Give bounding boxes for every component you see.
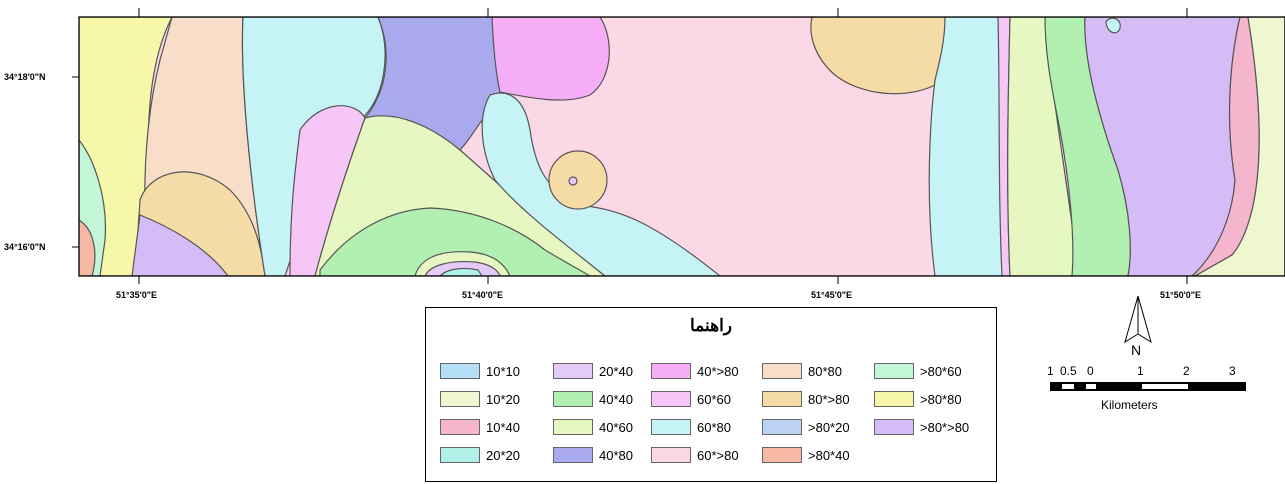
legend-label: 20*40 — [599, 363, 633, 379]
legend-swatch — [762, 363, 802, 379]
legend-item: 80*80 — [762, 360, 842, 382]
legend-swatch — [440, 447, 480, 463]
zone-60x80-cyan-right — [928, 17, 1006, 276]
legend: راهنما 10*10 10*20 10*40 20*20 20*40 40*40 40*… — [425, 307, 997, 482]
lon-label-4: 51°50'0"E — [1160, 290, 1202, 300]
legend-label: 40*>80 — [697, 363, 739, 379]
legend-swatch — [762, 391, 802, 407]
legend-swatch — [440, 363, 480, 379]
legend-item: 10*40 — [440, 416, 520, 438]
legend-swatch — [651, 447, 691, 463]
lat-label-2: 34°16'0"N — [4, 242, 46, 252]
legend-swatch — [553, 363, 593, 379]
legend-label: 10*20 — [486, 391, 520, 407]
legend-label: 40*40 — [599, 391, 633, 407]
legend-label: 40*60 — [599, 419, 633, 435]
legend-label: 40*80 — [599, 447, 633, 463]
legend-label: 60*>80 — [697, 447, 739, 463]
north-arrow-icon — [1124, 295, 1152, 344]
zone-80x80plus-tan-ring — [548, 150, 608, 210]
lat-label-1: 34°18'0"N — [4, 72, 46, 82]
legend-swatch — [874, 363, 914, 379]
legend-item: 40*60 — [553, 416, 633, 438]
legend-item: >80*60 — [874, 360, 962, 382]
legend-label: 10*10 — [486, 363, 520, 379]
legend-item: 80*>80 — [762, 388, 850, 410]
legend-swatch — [762, 447, 802, 463]
legend-item: >80*80 — [874, 388, 962, 410]
legend-label: >80*>80 — [920, 419, 970, 435]
legend-swatch — [651, 363, 691, 379]
scale-tick-4: 1 — [1137, 364, 1144, 378]
zone-60x80-cyan-center — [481, 92, 721, 276]
legend-item: 40*>80 — [651, 360, 739, 382]
legend-swatch — [553, 447, 593, 463]
legend-item: 60*80 — [651, 416, 731, 438]
legend-label: >80*20 — [808, 419, 850, 435]
lon-label-3: 51°45'0"E — [811, 290, 853, 300]
scale-tick-5: 2 — [1183, 364, 1190, 378]
scale-tick-1: 1 — [1047, 364, 1054, 378]
scale-tick-2: 0.5 — [1060, 364, 1077, 378]
zone-40x80plus-magenta — [491, 17, 610, 101]
lon-label-1: 51°35'0"E — [116, 290, 158, 300]
legend-item: 10*20 — [440, 388, 520, 410]
scale-bar — [1050, 382, 1246, 391]
legend-swatch — [440, 391, 480, 407]
zone-10x20-band-edge — [1193, 17, 1285, 276]
legend-swatch — [651, 419, 691, 435]
legend-label: >80*80 — [920, 391, 962, 407]
zone-20x20-inner — [439, 267, 483, 276]
north-label: N — [1131, 342, 1142, 358]
map-frame — [78, 16, 1285, 277]
map-canvas — [72, 8, 1285, 284]
legend-label: 60*60 — [697, 391, 731, 407]
legend-item: 60*60 — [651, 388, 731, 410]
zone-40x40-green — [319, 207, 592, 276]
legend-item: 20*40 — [553, 360, 633, 382]
scale-tick-3: 0 — [1087, 364, 1094, 378]
zone-20x40-dot — [568, 176, 578, 186]
legend-item: 20*20 — [440, 444, 520, 466]
legend-label: 10*40 — [486, 419, 520, 435]
legend-swatch — [553, 391, 593, 407]
legend-item: 10*10 — [440, 360, 520, 382]
legend-label: 80*>80 — [808, 391, 850, 407]
lon-label-2: 51°40'0"E — [462, 290, 504, 300]
legend-item: >80*40 — [762, 444, 850, 466]
legend-swatch — [874, 419, 914, 435]
legend-label: 20*20 — [486, 447, 520, 463]
legend-swatch — [651, 391, 691, 407]
legend-label: 60*80 — [697, 419, 731, 435]
legend-title: راهنما — [689, 316, 733, 335]
frame-ticks — [72, 8, 1188, 284]
legend-swatch — [440, 419, 480, 435]
legend-label: 80*80 — [808, 363, 842, 379]
legend-item: 60*>80 — [651, 444, 739, 466]
legend-label: >80*40 — [808, 447, 850, 463]
legend-item: >80*20 — [762, 416, 850, 438]
legend-item: >80*>80 — [874, 416, 969, 438]
scale-unit-label: Kilometers — [1101, 398, 1158, 412]
legend-label: >80*60 — [920, 363, 962, 379]
scale-tick-6: 3 — [1229, 364, 1236, 378]
legend-item: 40*40 — [553, 388, 633, 410]
zone-60x80-dot-right — [1105, 17, 1121, 34]
legend-swatch — [553, 419, 593, 435]
legend-swatch — [874, 391, 914, 407]
legend-swatch — [762, 419, 802, 435]
legend-item: 40*80 — [553, 444, 633, 466]
